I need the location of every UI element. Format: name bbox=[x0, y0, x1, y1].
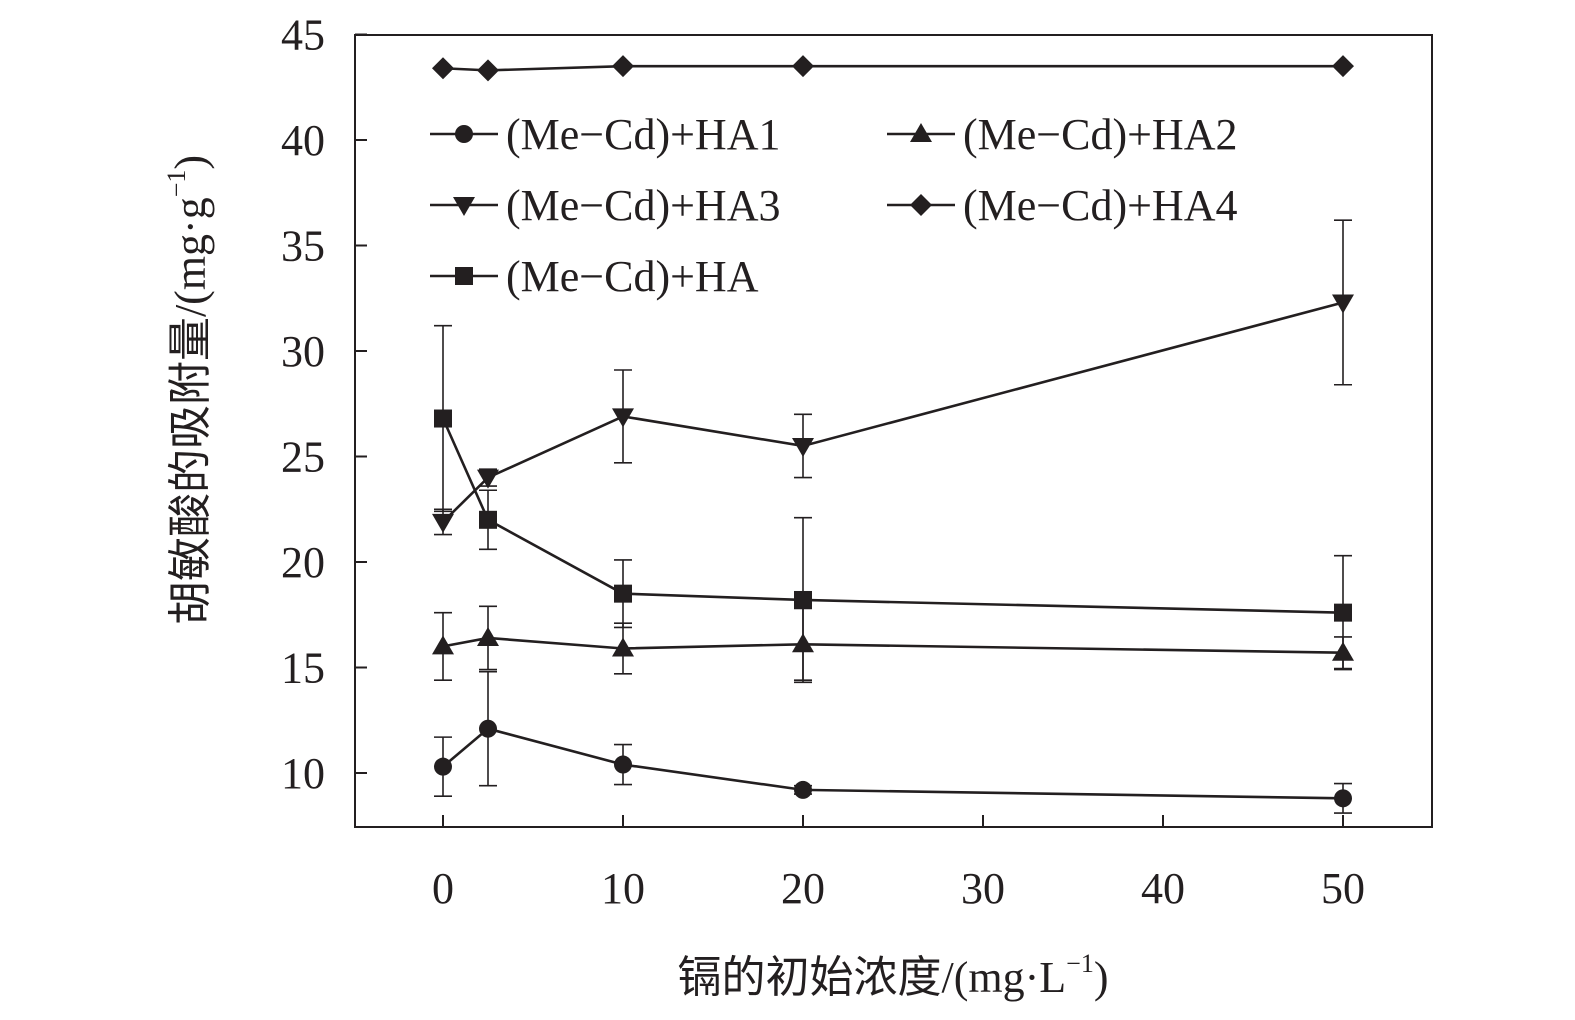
y-tick-label: 30 bbox=[281, 327, 325, 376]
series-lines-layer bbox=[441, 64, 1344, 800]
data-point-triangle-up bbox=[432, 635, 454, 655]
x-axis-title-main: 镉的初始浓度/(mg·L bbox=[678, 953, 1067, 1002]
y-axis-title-main: 胡敏酸的吸附量/(mg·g bbox=[166, 197, 215, 625]
y-tick-label: 45 bbox=[281, 11, 325, 60]
legend-item: (Me−Cd)+HA3 bbox=[430, 181, 780, 230]
legend-label: (Me−Cd)+HA1 bbox=[506, 110, 780, 159]
legend-label: (Me−Cd)+HA3 bbox=[506, 181, 780, 230]
legend-label: (Me−Cd)+HA4 bbox=[963, 181, 1237, 230]
x-axis-title: 镉的初始浓度/(mg·L−1) bbox=[678, 949, 1109, 1002]
data-point-square bbox=[794, 590, 812, 609]
data-point-triangle-down bbox=[612, 408, 634, 428]
legend-item: (Me−Cd)+HA bbox=[430, 252, 759, 301]
series-line-3 bbox=[442, 301, 1344, 523]
legend-label: (Me−Cd)+HA bbox=[506, 252, 759, 301]
data-point-diamond bbox=[792, 55, 814, 78]
legend-marker-triangle-down bbox=[453, 197, 475, 216]
y-tick-label: 35 bbox=[281, 222, 325, 271]
y-tick-label: 40 bbox=[281, 116, 325, 165]
x-axis-title-end: ) bbox=[1094, 953, 1109, 1002]
x-tick-label: 40 bbox=[1141, 864, 1185, 913]
data-point-circle bbox=[794, 780, 812, 799]
series-line-4 bbox=[442, 64, 1343, 72]
y-axis-title: 胡敏酸的吸附量/(mg·g−1) bbox=[162, 155, 215, 625]
data-point-diamond bbox=[477, 59, 499, 82]
x-tick-label: 0 bbox=[432, 864, 454, 913]
data-point-diamond bbox=[432, 57, 454, 80]
data-point-square bbox=[479, 510, 497, 529]
markers-layer bbox=[432, 55, 1354, 808]
legend-item: (Me−Cd)+HA1 bbox=[430, 110, 780, 159]
plot-frame bbox=[354, 34, 1433, 828]
data-point-triangle-up bbox=[1332, 641, 1354, 661]
data-point-circle bbox=[614, 755, 632, 774]
data-point-triangle-down bbox=[432, 513, 454, 533]
data-point-triangle-down bbox=[477, 469, 499, 489]
y-tick-label: 20 bbox=[281, 538, 325, 587]
data-point-circle bbox=[1334, 789, 1352, 808]
y-tick-label: 10 bbox=[281, 749, 325, 798]
legend-label: (Me−Cd)+HA2 bbox=[963, 110, 1237, 159]
data-point-triangle-up bbox=[612, 637, 634, 657]
data-point-triangle-up bbox=[477, 626, 499, 646]
y-tick-label: 25 bbox=[281, 433, 325, 482]
data-point-circle bbox=[479, 719, 497, 738]
data-point-triangle-down bbox=[1332, 294, 1354, 314]
y-tick-label: 15 bbox=[281, 644, 325, 693]
legend-marker-triangle-up bbox=[910, 123, 932, 142]
data-point-circle bbox=[434, 757, 452, 776]
x-ticks-layer: 0 10 20 30 40 50 bbox=[432, 815, 1365, 913]
x-tick-label: 30 bbox=[961, 864, 1005, 913]
x-tick-label: 20 bbox=[781, 864, 825, 913]
data-point-triangle-down bbox=[792, 437, 814, 457]
x-tick-label: 50 bbox=[1321, 864, 1365, 913]
data-point-square bbox=[1334, 603, 1352, 622]
series-line-2 bbox=[442, 636, 1344, 655]
data-point-triangle-up bbox=[792, 633, 814, 653]
data-point-square bbox=[614, 584, 632, 603]
series-line-1 bbox=[442, 727, 1344, 800]
data-point-square bbox=[434, 409, 452, 428]
legend-item: (Me−Cd)+HA2 bbox=[887, 110, 1237, 159]
legend: (Me−Cd)+HA1 (Me−Cd)+HA2 (Me−Cd)+HA3 (Me−Cd)… bbox=[430, 110, 1237, 301]
series-line-5 bbox=[441, 417, 1344, 614]
legend-marker-square bbox=[455, 267, 473, 285]
x-axis-title-sup: −1 bbox=[1066, 949, 1094, 978]
y-axis-title-sup: −1 bbox=[162, 170, 191, 198]
legend-item: (Me−Cd)+HA4 bbox=[887, 181, 1237, 230]
legend-marker-diamond bbox=[910, 194, 932, 216]
data-point-diamond bbox=[1332, 55, 1354, 78]
y-ticks-layer: 10 15 20 25 30 35 40 45 bbox=[281, 11, 367, 798]
legend-marker-circle bbox=[455, 125, 473, 143]
y-axis-title-end: ) bbox=[166, 155, 215, 170]
x-tick-label: 10 bbox=[601, 864, 645, 913]
data-point-diamond bbox=[612, 55, 634, 78]
error-bars-layer bbox=[434, 219, 1352, 814]
